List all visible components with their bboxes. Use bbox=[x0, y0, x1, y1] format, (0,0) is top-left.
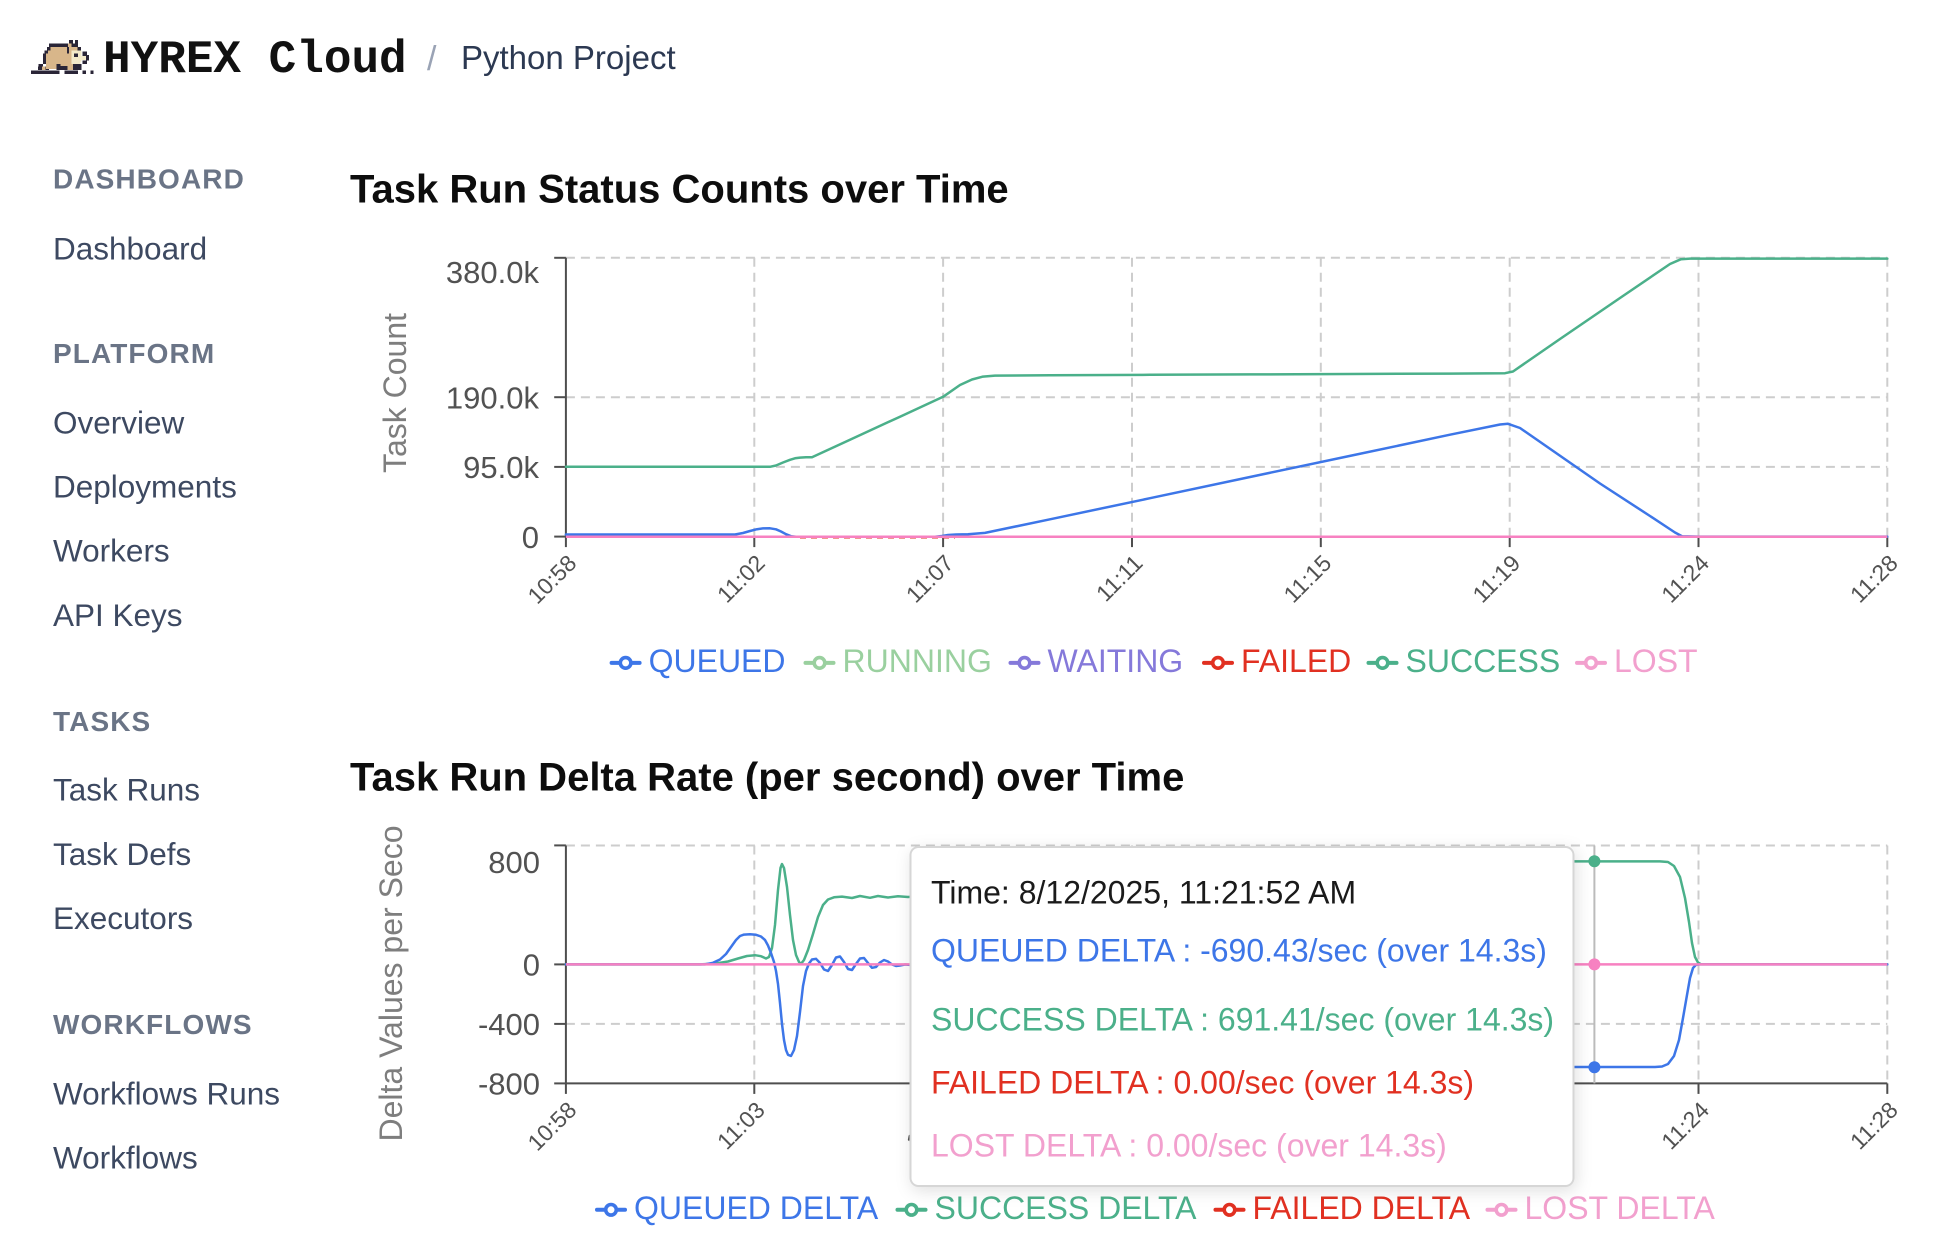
svg-text:11:24: 11:24 bbox=[1656, 1096, 1714, 1154]
svg-text:FAILED: FAILED bbox=[1241, 643, 1351, 679]
svg-text:HYREX Cloud: HYREX Cloud bbox=[103, 34, 407, 86]
svg-text:Workflows Runs: Workflows Runs bbox=[53, 1076, 280, 1112]
svg-text:QUEUED DELTA: QUEUED DELTA bbox=[634, 1190, 879, 1226]
svg-text:Python Project: Python Project bbox=[461, 39, 676, 76]
svg-text:11:11: 11:11 bbox=[1091, 550, 1148, 607]
svg-text:10:58: 10:58 bbox=[522, 1097, 581, 1156]
svg-text:95.0k: 95.0k bbox=[463, 450, 539, 485]
svg-text:-400: -400 bbox=[478, 1007, 540, 1042]
svg-text:Deployments: Deployments bbox=[53, 468, 237, 504]
svg-text:LOST DELTA : 0.00/sec (over 14: LOST DELTA : 0.00/sec (over 14.3s) bbox=[931, 1128, 1447, 1164]
svg-text:Workers: Workers bbox=[53, 533, 170, 569]
svg-text:/: / bbox=[427, 40, 437, 78]
svg-text:Task Count: Task Count bbox=[377, 313, 413, 473]
svg-text:WAITING: WAITING bbox=[1048, 643, 1184, 679]
svg-text:DASHBOARD: DASHBOARD bbox=[53, 164, 245, 195]
svg-text:11:19: 11:19 bbox=[1467, 550, 1525, 608]
svg-text:Delta Values per Seco: Delta Values per Seco bbox=[373, 825, 409, 1141]
svg-text:0: 0 bbox=[522, 520, 539, 555]
svg-text:Workflows: Workflows bbox=[53, 1139, 198, 1175]
svg-text:RUNNING: RUNNING bbox=[843, 643, 992, 679]
svg-text:SUCCESS DELTA : 691.41/sec (ov: SUCCESS DELTA : 691.41/sec (over 14.3s) bbox=[931, 1001, 1554, 1037]
svg-text:Dashboard: Dashboard bbox=[53, 231, 207, 267]
svg-text:LOST DELTA: LOST DELTA bbox=[1525, 1190, 1716, 1226]
svg-text:Overview: Overview bbox=[53, 404, 185, 440]
svg-text:PLATFORM: PLATFORM bbox=[53, 338, 215, 369]
svg-text:Task Defs: Task Defs bbox=[53, 836, 191, 872]
svg-text:Task Runs: Task Runs bbox=[53, 772, 200, 808]
svg-text:FAILED DELTA: FAILED DELTA bbox=[1253, 1190, 1471, 1226]
svg-text:API Keys: API Keys bbox=[53, 597, 183, 633]
svg-text:WORKFLOWS: WORKFLOWS bbox=[53, 1009, 253, 1040]
svg-text:380.0k: 380.0k bbox=[446, 255, 540, 290]
svg-text:10:58: 10:58 bbox=[522, 550, 581, 609]
svg-text:11:24: 11:24 bbox=[1656, 550, 1714, 608]
svg-text:SUCCESS DELTA: SUCCESS DELTA bbox=[935, 1190, 1198, 1226]
svg-text:11:02: 11:02 bbox=[712, 550, 770, 608]
svg-text:Task Run Delta Rate (per secon: Task Run Delta Rate (per second) over Ti… bbox=[350, 756, 1184, 800]
svg-text:11:03: 11:03 bbox=[712, 1097, 770, 1155]
svg-text:Executors: Executors bbox=[53, 900, 193, 936]
svg-text:0: 0 bbox=[523, 947, 540, 982]
svg-text:11:15: 11:15 bbox=[1278, 550, 1336, 608]
svg-text:11:28: 11:28 bbox=[1845, 1097, 1903, 1155]
svg-text:Time: 8/12/2025, 11:21:52 AM: Time: 8/12/2025, 11:21:52 AM bbox=[931, 875, 1356, 911]
svg-text:Task Run Status Counts over Ti: Task Run Status Counts over Time bbox=[350, 168, 1009, 212]
svg-text:QUEUED DELTA : -690.43/sec (ov: QUEUED DELTA : -690.43/sec (over 14.3s) bbox=[931, 933, 1547, 969]
svg-text:-800: -800 bbox=[478, 1066, 540, 1101]
svg-text:190.0k: 190.0k bbox=[446, 381, 540, 416]
svg-text:QUEUED: QUEUED bbox=[649, 643, 786, 679]
svg-text:11:07: 11:07 bbox=[901, 550, 959, 608]
svg-text:SUCCESS: SUCCESS bbox=[1406, 643, 1561, 679]
svg-text:FAILED DELTA : 0.00/sec (over: FAILED DELTA : 0.00/sec (over 14.3s) bbox=[931, 1065, 1474, 1101]
svg-text:11:28: 11:28 bbox=[1845, 550, 1903, 608]
svg-text:LOST: LOST bbox=[1614, 643, 1698, 679]
svg-text:TASKS: TASKS bbox=[53, 706, 151, 737]
svg-text:800: 800 bbox=[488, 845, 540, 880]
